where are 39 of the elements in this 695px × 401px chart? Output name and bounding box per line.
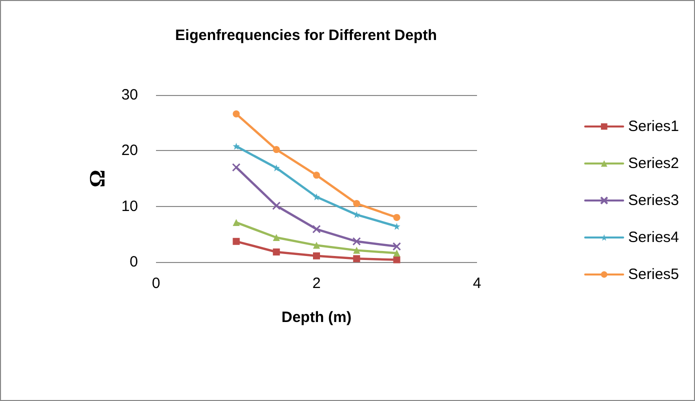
point [232, 238, 240, 245]
point [393, 256, 400, 264]
x-tick-label: 0 [152, 275, 160, 292]
y-tick-label: 10 [121, 198, 138, 215]
point [313, 252, 320, 260]
x-tick-label: 4 [472, 275, 482, 292]
point [353, 211, 360, 218]
point [353, 200, 360, 208]
point [313, 172, 320, 179]
legend-label: Series1 [628, 118, 679, 135]
point [393, 214, 400, 221]
chart-title: Eigenfrequencies for Different Depth [175, 27, 437, 44]
y-tick-label: 30 [121, 86, 138, 104]
point [232, 110, 240, 118]
x-axis-title: Depth (m) [282, 309, 352, 326]
point [272, 234, 280, 242]
legend-label: Series4 [628, 229, 679, 246]
point [353, 255, 360, 262]
point [393, 250, 400, 257]
y-axis-title: Ω [84, 170, 110, 188]
x-tick-label: 2 [312, 275, 321, 292]
legend-label: Series2 [628, 155, 679, 172]
y-tick-label: 20 [121, 142, 138, 160]
legend-label: Series3 [628, 192, 679, 209]
point [232, 163, 240, 172]
point [392, 242, 401, 251]
point [313, 242, 320, 249]
point [272, 248, 280, 256]
point [272, 146, 280, 154]
point [312, 224, 321, 234]
legend-label: Series5 [628, 266, 679, 283]
point [353, 246, 360, 254]
point [232, 218, 240, 226]
y-tick-label: 0 [130, 254, 138, 270]
point [272, 202, 281, 210]
point [352, 237, 361, 246]
point [232, 142, 240, 150]
point [313, 193, 320, 200]
point [272, 164, 280, 172]
